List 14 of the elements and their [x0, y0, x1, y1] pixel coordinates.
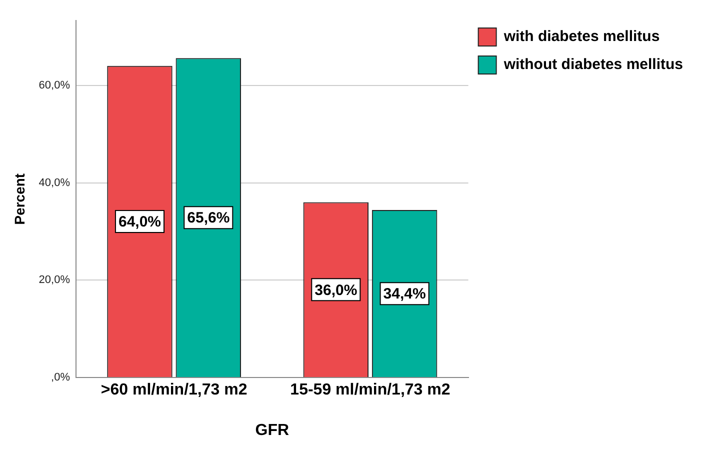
- y-tick-label: 60,0%: [38, 79, 70, 92]
- y-tick-label: 40,0%: [38, 176, 70, 189]
- y-tick-label: ,0%: [51, 372, 70, 384]
- data-label: 64,0%: [118, 214, 162, 231]
- y-axis-title: Percent: [11, 173, 28, 225]
- x-axis-title: GFR: [255, 422, 290, 439]
- data-label: 65,6%: [187, 210, 230, 227]
- x-tick-label: >60 ml/min/1,73 m2: [100, 382, 248, 399]
- data-label: 36,0%: [314, 282, 358, 299]
- x-tick-label: 15-59 ml/min/1,73 m2: [290, 382, 450, 399]
- data-label: 34,4%: [383, 286, 426, 303]
- legend-label: without diabetes mellitus: [502, 56, 683, 74]
- legend-label: with diabetes mellitus: [502, 28, 660, 46]
- y-tick-label: 20,0%: [38, 274, 70, 286]
